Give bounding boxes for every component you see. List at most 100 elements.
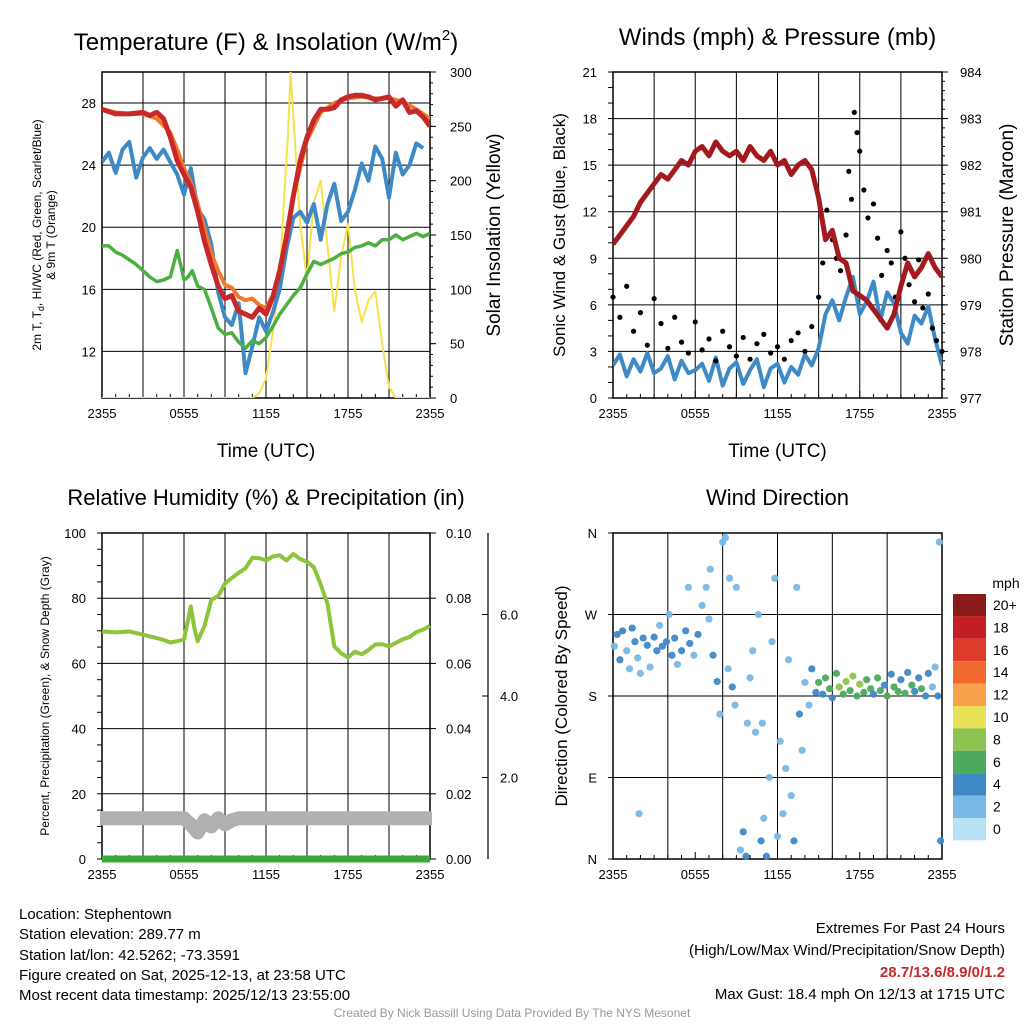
direction-point <box>776 737 784 745</box>
x-tick-label: 1755 <box>334 867 363 882</box>
x-tick-label: 2355 <box>599 406 628 421</box>
gust-point <box>865 215 871 221</box>
direction-point <box>713 677 721 686</box>
gust-point <box>820 260 826 266</box>
x-tick-label: 0555 <box>681 406 710 421</box>
direction-point <box>795 710 804 718</box>
colorbar-swatch <box>953 728 986 751</box>
direction-point <box>739 828 747 836</box>
y-tick-label: 80 <box>72 591 86 606</box>
y-tick-label: 15 <box>583 158 597 173</box>
y-tick-label: 12 <box>82 344 96 359</box>
gust-point <box>824 207 830 213</box>
direction-point <box>842 677 850 686</box>
colorbar-swatch <box>953 818 986 841</box>
gust-point <box>733 353 739 359</box>
gust-point <box>699 347 705 353</box>
y-tick-label: E <box>588 771 597 786</box>
y2-tick-label: 200 <box>450 174 472 189</box>
direction-point <box>628 624 636 632</box>
direction-point <box>736 846 745 854</box>
chart-title: Winds (mph) & Pressure (mb) <box>619 24 936 51</box>
colorbar-swatch <box>953 661 986 684</box>
direction-point <box>869 690 878 698</box>
direction-point <box>815 678 823 687</box>
y2-tick-label: 977 <box>960 391 982 406</box>
colorbar-swatch <box>953 683 986 706</box>
direction-point <box>716 710 724 718</box>
y-tick-label: 0 <box>590 391 597 406</box>
series-2m-temperature <box>102 92 430 320</box>
x-tick-label: 2355 <box>599 867 628 882</box>
x-tick-label: 1155 <box>252 867 280 882</box>
direction-point <box>863 676 871 684</box>
colorbar-label: 12 <box>993 687 1009 703</box>
direction-point <box>771 574 779 582</box>
direction-point <box>706 565 714 573</box>
colorbar-label: 6 <box>993 754 1001 770</box>
y-tick-label: 60 <box>72 656 86 671</box>
gust-point <box>879 272 885 278</box>
direction-point <box>662 638 671 646</box>
gust-point <box>637 310 644 316</box>
y-tick-label: N <box>588 852 597 867</box>
gust-point <box>658 320 664 327</box>
station-location: Location: Stephentown <box>19 906 172 923</box>
direction-point <box>635 810 643 818</box>
gust-point <box>644 342 650 348</box>
direction-point <box>749 647 757 655</box>
direction-point <box>709 651 717 659</box>
y-tick-label: 28 <box>82 96 96 111</box>
direction-point <box>779 810 787 818</box>
series-solar-insolation <box>102 72 430 398</box>
y2-tick-label: 981 <box>960 205 982 220</box>
direction-point <box>839 690 847 698</box>
direction-point <box>623 647 631 655</box>
series-sonic-wind <box>613 274 942 390</box>
gust-point <box>651 296 657 302</box>
station-info: Location: Stephentown Station elevation:… <box>19 905 350 1006</box>
title-text: Temperature (F) & Insolation (W/m <box>74 29 442 56</box>
direction-point <box>754 610 762 619</box>
direction-point <box>686 639 694 648</box>
x-axis-label: Time (UTC) <box>217 441 316 462</box>
direction-point <box>934 692 942 700</box>
direction-point <box>724 665 732 673</box>
colorbar-title: mph <box>992 575 1019 591</box>
x-tick-label: 0555 <box>170 867 199 882</box>
gust-point <box>630 328 637 334</box>
chart-title: Temperature (F) & Insolation (W/m2) <box>74 27 458 56</box>
direction-point <box>821 674 830 682</box>
y2-axis-label: Station Pressure (Maroon) <box>997 124 1018 347</box>
direction-point <box>819 690 827 698</box>
y-tick-label: 3 <box>590 344 597 359</box>
y2-tick-label: 0.02 <box>446 787 471 802</box>
y2-axis-label: Solar Insolation (Yellow) <box>484 133 505 336</box>
direction-point <box>768 638 776 646</box>
y-tick-label: 20 <box>72 787 86 802</box>
direction-point <box>656 621 664 629</box>
y-axis-label-line2: & 9m T (Orange) <box>44 190 58 280</box>
chart-title: Wind Direction <box>706 485 849 510</box>
gust-point <box>720 328 726 334</box>
direction-point <box>910 687 919 696</box>
direction-point <box>917 685 926 693</box>
colorbar-swatch <box>953 795 986 818</box>
x-tick-label: 2355 <box>928 406 957 421</box>
direction-point <box>808 665 816 673</box>
gust-point <box>747 356 753 362</box>
x-tick-label: 0555 <box>170 406 199 421</box>
direction-point <box>673 660 682 668</box>
y-tick-label: N <box>588 526 597 541</box>
colorbar-label: 2 <box>993 799 1001 815</box>
gust-point <box>884 247 890 254</box>
gust-point <box>846 168 852 174</box>
direction-point <box>773 832 782 840</box>
direction-point <box>650 633 658 641</box>
direction-point <box>787 792 795 800</box>
series-dewpoint <box>102 231 430 351</box>
direction-point <box>887 670 895 678</box>
title-end: ) <box>450 29 458 56</box>
y-tick-label: 16 <box>82 282 96 297</box>
